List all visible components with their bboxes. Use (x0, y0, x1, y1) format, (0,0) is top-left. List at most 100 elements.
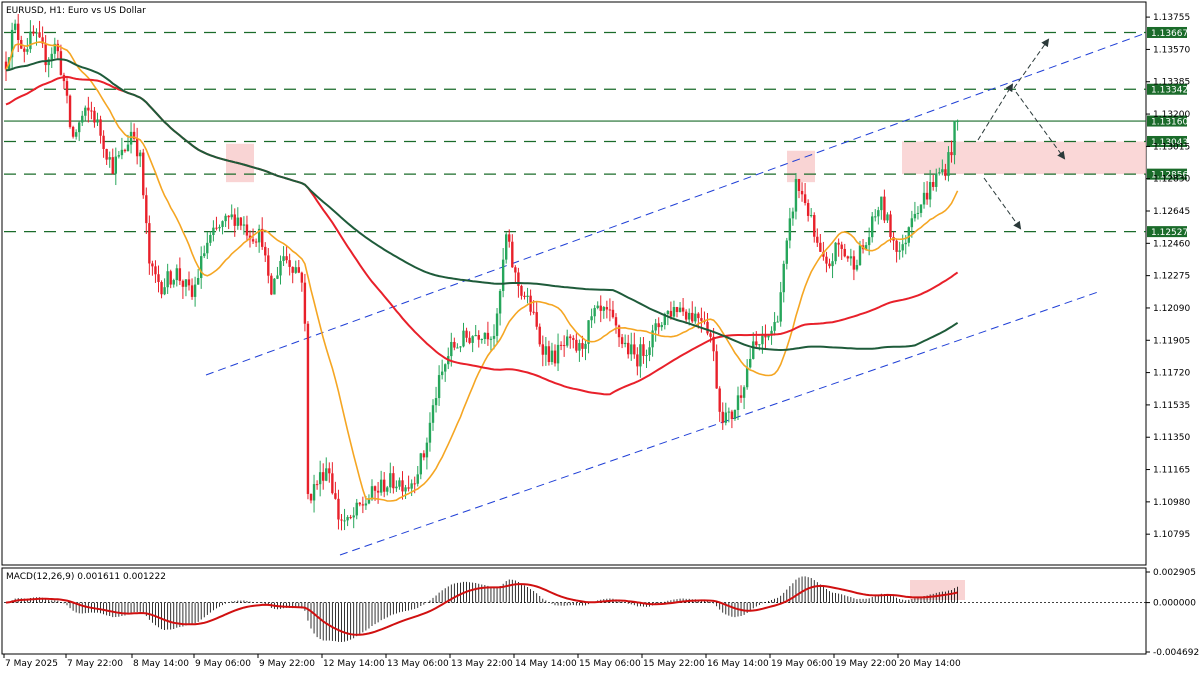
candle-body (276, 275, 279, 279)
candle-body (657, 323, 660, 328)
candle-body (773, 322, 776, 331)
candle-body (810, 215, 813, 217)
candle-body (749, 358, 752, 368)
candle-body (590, 316, 593, 321)
price-tag-label: 1.13043 (1151, 138, 1188, 148)
candle-body (617, 325, 621, 338)
candle-body (437, 375, 441, 399)
candle-body (309, 493, 313, 501)
candle-body (736, 395, 740, 410)
candle-body (666, 310, 670, 315)
macd-signal-line (5, 583, 958, 636)
candle-body (602, 307, 605, 311)
candle-body (535, 312, 538, 327)
candle-body (288, 260, 291, 267)
candle-body (886, 214, 889, 221)
candle-body (44, 43, 47, 66)
candle-body (627, 342, 630, 355)
candle-body (456, 347, 459, 349)
candle-body (852, 256, 856, 270)
candle-body (465, 330, 468, 338)
candle-body (800, 190, 804, 195)
candle-body (148, 223, 151, 264)
price-tag-label: 1.13342 (1151, 86, 1188, 96)
candle-body (727, 411, 731, 413)
x-tick-label: 8 May 14:00 (133, 659, 189, 669)
candle-body (907, 227, 910, 243)
candle-body (889, 214, 892, 238)
candle-body (23, 48, 26, 52)
candle-body (715, 351, 718, 389)
x-tick-label: 9 May 06:00 (195, 659, 251, 669)
scenario-arrow (983, 177, 1022, 230)
y-tick-label: 1.13385 (1153, 78, 1190, 88)
candle-body (267, 255, 270, 276)
candle-body (389, 473, 392, 488)
candle-body (303, 282, 307, 324)
candle-body (120, 149, 124, 156)
candle-body (520, 285, 523, 296)
candle-body (739, 395, 743, 398)
candle-body (828, 263, 831, 267)
candle-body (813, 215, 816, 237)
candle-body (941, 169, 944, 173)
candle-body (203, 253, 206, 257)
candle-body (227, 215, 230, 218)
candle-body (593, 308, 596, 317)
candle-body (867, 237, 871, 246)
candle-body (871, 216, 874, 238)
candle-body (209, 235, 212, 243)
candle-body (752, 341, 755, 359)
candle-body (230, 214, 233, 218)
candle-body (791, 211, 795, 219)
candle-body (294, 267, 297, 273)
y-tick-label: 1.11720 (1153, 369, 1190, 379)
macd-title: MACD(12,26,9) 0.001611 0.001222 (6, 572, 166, 582)
candle-body (17, 23, 20, 40)
candle-body (297, 267, 300, 273)
candle-body (928, 181, 932, 200)
candle-body (855, 265, 859, 270)
y-tick-label: 1.13570 (1153, 45, 1190, 55)
y-tick-label: 1.11905 (1153, 336, 1190, 346)
candle-body (325, 468, 328, 481)
candle-body (355, 502, 358, 516)
candle-body (724, 412, 727, 423)
candle-body (709, 333, 712, 337)
x-tick-label: 13 May 06:00 (387, 659, 449, 669)
candle-body (788, 218, 792, 241)
candle-body (425, 442, 429, 458)
candle-body (462, 330, 465, 347)
candle-body (306, 323, 310, 494)
candle-body (901, 244, 904, 251)
candle-body (633, 344, 636, 355)
candle-body (346, 517, 349, 521)
candle-body (874, 216, 877, 218)
candle-body (273, 278, 276, 295)
x-tick-label: 13 May 22:00 (451, 659, 513, 669)
candle-body (840, 244, 843, 249)
candle-body (47, 59, 50, 66)
candle-body (117, 155, 121, 157)
candle-body (953, 121, 956, 156)
x-tick-label: 7 May 2025 (5, 659, 58, 669)
candle-body (575, 339, 578, 351)
candle-body (630, 344, 633, 355)
candle-body (919, 204, 923, 213)
candle-body (10, 29, 14, 58)
candle-body (587, 320, 590, 344)
candle-body (398, 480, 401, 487)
candle-body (343, 520, 346, 522)
candle-body (636, 354, 639, 367)
candle-body (352, 515, 355, 518)
candle-body (129, 131, 133, 145)
candle-body (453, 341, 456, 348)
candle-body (270, 275, 273, 295)
candle-body (733, 409, 737, 419)
price-tag (1147, 168, 1187, 180)
candle-body (584, 343, 587, 349)
candle-body (257, 228, 261, 243)
candle-body (53, 43, 56, 54)
candle-body (193, 284, 197, 297)
x-tick-label: 9 May 22:00 (259, 659, 315, 669)
